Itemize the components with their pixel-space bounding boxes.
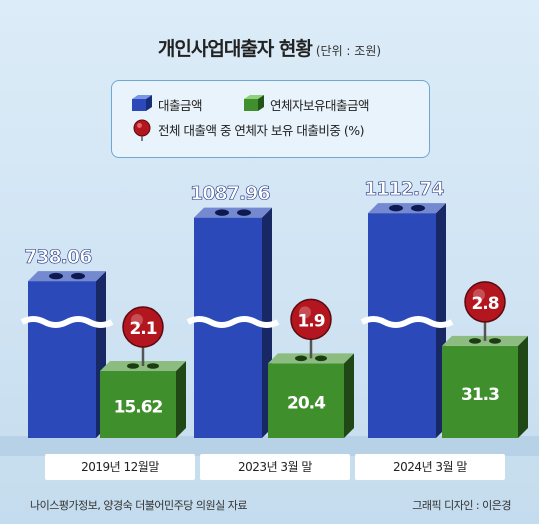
ratio-marker-2 — [464, 281, 506, 341]
bar-delinquent-2 — [442, 335, 528, 438]
category-label-2023: 2023년 3월 말 — [200, 454, 350, 480]
axis-break-1 — [186, 316, 280, 328]
legend-swatch-loan — [132, 95, 152, 111]
chart-unit: (단위 : 조원) — [315, 44, 382, 58]
ratio-marker-0 — [122, 306, 164, 367]
legend-swatch-delinquent — [244, 95, 264, 111]
value-label-ratio-1: 1.9 — [297, 311, 324, 331]
value-label-ratio-2: 2.8 — [471, 294, 498, 314]
bar-group-2: 1112.74 31.3 2.8 — [360, 178, 528, 438]
bar-group-0: 738.06 15.62 2.1 — [20, 246, 186, 438]
value-label-delinquent-1: 20.4 — [287, 394, 326, 414]
chart-title: 개인사업대출자 현황 — [157, 38, 313, 60]
legend-label-ratio: 전체 대출액 중 연체자 보유 대출비중 (%) — [158, 123, 364, 138]
value-label-loan-2: 1112.74 — [364, 178, 444, 200]
value-label-ratio-0: 2.1 — [129, 319, 156, 339]
axis-break-0 — [20, 316, 114, 328]
bar-group-1: 1087.96 20.4 1.9 — [186, 182, 354, 438]
graphic-credit: 그래픽 디자인 : 이은경 — [412, 499, 511, 512]
category-label-2019: 2019년 12월말 — [45, 454, 195, 480]
bar-loan-0 — [28, 271, 106, 438]
chart-floor — [0, 436, 539, 456]
legend-label-delinquent: 연체자보유대출금액 — [270, 98, 370, 113]
ratio-marker-1 — [290, 298, 332, 359]
chart-title-group: 개인사업대출자 현황 (단위 : 조원) — [0, 34, 539, 61]
category-label-2024: 2024년 3월 말 — [355, 454, 505, 480]
legend: 대출금액 연체자보유대출금액 전체 대출액 중 연체자 보유 대출비중 (%) — [111, 80, 430, 158]
bar-delinquent-1 — [268, 353, 354, 438]
source-note: 나이스평가정보, 양경숙 더불어민주당 의원실 자료 — [30, 499, 248, 512]
legend-marker-ratio — [133, 119, 151, 141]
legend-swatches — [132, 95, 264, 141]
bar-delinquent-0 — [100, 361, 186, 438]
value-label-loan-1: 1087.96 — [190, 183, 270, 205]
axis-break-2 — [360, 316, 454, 328]
value-label-loan-0: 738.06 — [24, 246, 92, 268]
value-label-delinquent-0: 15.62 — [114, 398, 163, 418]
legend-label-loan: 대출금액 — [158, 98, 203, 113]
value-label-delinquent-2: 31.3 — [461, 385, 499, 405]
chart-marks: 738.06 15.62 2.1 1087.96 20.4 1.9 1112.74 31.3 2… — [20, 178, 528, 438]
